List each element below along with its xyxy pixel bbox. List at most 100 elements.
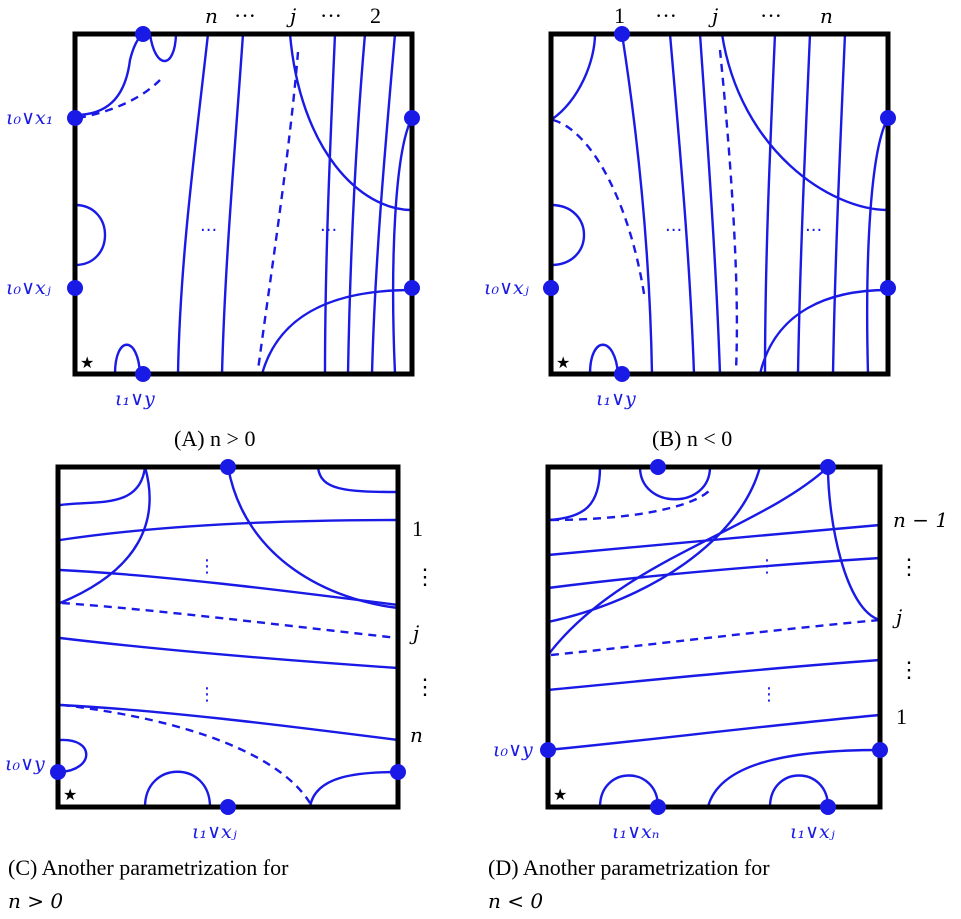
panel-a-curve xyxy=(323,33,337,375)
panel-a-left-label-1: ι₀∨x₁ xyxy=(6,107,53,129)
panel-a-curve xyxy=(391,117,414,375)
panel-a-curve xyxy=(74,33,144,117)
panel-d-curve xyxy=(547,466,829,656)
panel-b-curve xyxy=(720,33,889,212)
panel-b-curve xyxy=(620,33,654,375)
panel-d-curves xyxy=(547,466,881,808)
panel-c-left-label: ι₀∨y xyxy=(5,753,45,775)
panel-c-right-label-1: 1 xyxy=(412,516,423,541)
panel-b-basepoint-star: ★ xyxy=(556,353,570,372)
panel-a-curve xyxy=(288,33,413,212)
panel-b-curve xyxy=(796,33,812,375)
panel-d-curve xyxy=(547,658,881,692)
panel-c-interior-dots-upper: ⋮ xyxy=(198,556,216,577)
panel-d-bottom-label-2: ι₁∨xⱼ xyxy=(790,821,835,843)
panel-b-marked-point xyxy=(880,110,896,126)
panel-d-marked-point xyxy=(820,799,836,815)
panel-d-right-label-vdots-1: ⋮ xyxy=(898,554,920,579)
panel-c: ⋮ ⋮ 1 ⋮ j ⋮ n ★ ι₀∨y ι₁∨xⱼ (C) Another p… xyxy=(5,459,436,913)
panel-a-curve xyxy=(148,33,178,63)
panel-c-basepoint-star: ★ xyxy=(63,785,77,804)
panel-b-marked-point xyxy=(880,280,896,296)
panel-c-caption-line-2: n > 0 xyxy=(8,889,63,913)
panel-d-curve xyxy=(547,556,881,590)
panel-d-curve xyxy=(826,466,881,622)
panel-b-top-label-j: j xyxy=(708,4,718,28)
panel-c-marked-point xyxy=(50,764,66,780)
panel-b-interior-dots-right: ··· xyxy=(805,220,822,241)
panel-a-marked-point xyxy=(67,110,83,126)
panel-a-top-label-n: n xyxy=(205,4,218,28)
panel-a-curves xyxy=(74,33,414,375)
panel-d-bottom-label-1: ι₁∨xₙ xyxy=(612,821,659,843)
panel-b-curves xyxy=(550,33,890,375)
panel-b-frame xyxy=(548,31,891,377)
panel-c-frame xyxy=(55,464,401,810)
panel-c-curve xyxy=(143,770,212,808)
panel-d-right-label-n-minus-1: n − 1 xyxy=(893,508,948,532)
panel-b-left-label: ι₀∨xⱼ xyxy=(484,277,529,299)
panel-d-curve xyxy=(706,748,881,808)
panel-a-marked-point xyxy=(135,26,151,42)
panel-b-curve xyxy=(865,117,890,375)
panel-a-curve xyxy=(260,288,413,375)
panel-c-caption-line-1: (C) Another parametrization for xyxy=(8,855,289,880)
panel-b-dashed-curve xyxy=(718,49,739,371)
panel-a-marked-point xyxy=(404,110,420,126)
panel-b-curve xyxy=(763,33,777,375)
panel-b-curve xyxy=(588,343,620,375)
panel-d-curve xyxy=(638,466,712,501)
panel-d-dashed-curve xyxy=(550,618,881,657)
panel-d-right-label-vdots-2: ⋮ xyxy=(898,657,920,682)
panel-a-top-label-2: 2 xyxy=(370,3,381,28)
panel-b-top-label-dots-2: ··· xyxy=(760,3,782,28)
panel-b-bottom-label: ι₁∨y xyxy=(596,388,636,410)
panel-a-bottom-label: ι₁∨y xyxy=(115,388,155,410)
panel-b-interior-dots-left: ··· xyxy=(665,220,682,241)
panel-b-marked-point xyxy=(614,26,630,42)
panel-a-marked-point xyxy=(404,280,420,296)
panel-a-curve xyxy=(113,343,142,375)
panel-b-top-label-dots-1: ··· xyxy=(655,3,677,28)
panel-b-marked-point xyxy=(614,366,630,382)
panel-c-interior-dots-lower: ⋮ xyxy=(198,684,216,705)
panel-d-marked-point xyxy=(650,459,666,475)
panel-c-dashed-curve xyxy=(61,601,399,640)
panel-c-curve xyxy=(59,636,399,670)
panel-d-right-label-1: 1 xyxy=(896,704,907,729)
panel-c-curve xyxy=(59,518,399,542)
panel-d-caption-line-1: (D) Another parametrization for xyxy=(488,855,770,880)
panel-d-basepoint-star: ★ xyxy=(553,785,567,804)
panel-c-curve xyxy=(308,770,399,808)
panel-c-right-label-vdots-1: ⋮ xyxy=(414,564,436,589)
panel-a-curve xyxy=(176,33,210,375)
panel-a-curve xyxy=(220,33,245,375)
panel-b-curve xyxy=(668,33,696,375)
panel-d-frame xyxy=(545,464,883,810)
panel-c-curve xyxy=(59,466,151,605)
panel-d-marked-point xyxy=(820,459,836,475)
panel-c-curve xyxy=(226,466,399,610)
panel-d-marked-point xyxy=(650,799,666,815)
panel-a-marked-point xyxy=(135,366,151,382)
panel-c-marked-point xyxy=(390,764,406,780)
panel-d-curve xyxy=(547,466,602,522)
panel-b-dashed-curve xyxy=(552,118,647,301)
panel-c-curve xyxy=(59,703,399,742)
panel-a-frame xyxy=(72,31,415,377)
panel-c-dashed-curve xyxy=(61,703,312,804)
panel-a-interior-dots-right: ··· xyxy=(320,220,337,241)
panel-d-dashed-curve xyxy=(550,489,711,522)
panel-a-curve xyxy=(370,33,397,375)
panel-b-curve xyxy=(758,288,889,375)
panel-d-caption-line-2: n < 0 xyxy=(488,889,543,913)
panel-b-curve xyxy=(550,33,597,121)
panel-a-caption: (A) n > 0 xyxy=(174,426,255,451)
panel-c-bottom-label: ι₁∨xⱼ xyxy=(192,821,237,843)
panel-b-caption: (B) n < 0 xyxy=(652,426,732,451)
panel-d-left-label: ι₀∨y xyxy=(493,739,533,761)
panel-d-curve xyxy=(547,713,881,752)
panel-d-right-label-j: j xyxy=(892,605,902,629)
panel-c-curve xyxy=(59,466,147,507)
panel-a-top-label-dots-2: ··· xyxy=(320,3,342,28)
